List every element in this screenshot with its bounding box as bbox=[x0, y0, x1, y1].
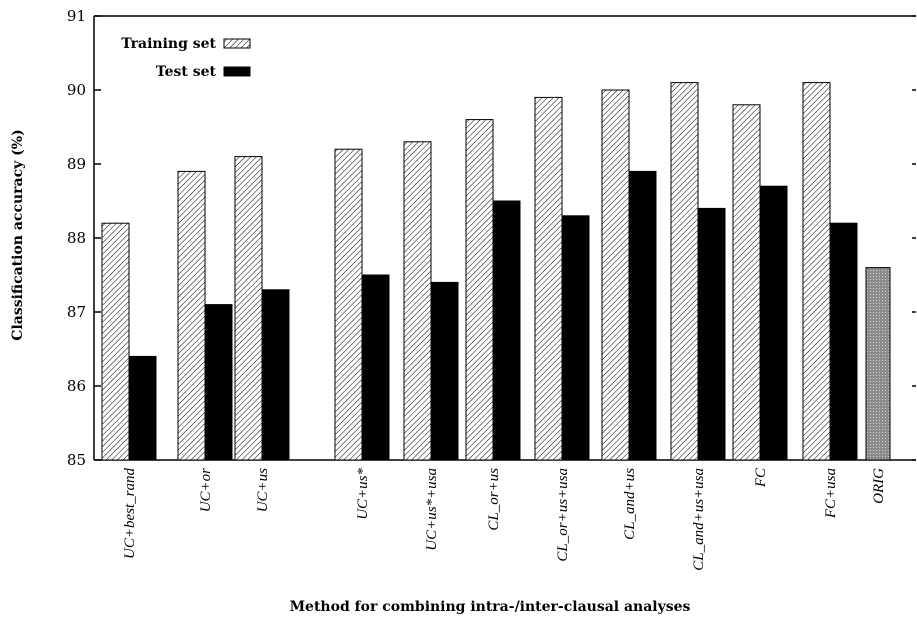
x-tick-label: CL_or+us+usa bbox=[555, 468, 571, 562]
bars bbox=[101, 82, 891, 461]
y-axis: 85 86 87 88 89 90 91 bbox=[67, 7, 916, 469]
x-tick-label: UC+us* bbox=[355, 468, 371, 520]
y-axis-title: Classification accuracy (%) bbox=[10, 129, 26, 340]
bar-training bbox=[670, 82, 699, 461]
bar-orig bbox=[865, 267, 891, 461]
bar-test bbox=[759, 185, 788, 461]
legend: Training set Test set bbox=[121, 36, 251, 80]
legend-swatch-test bbox=[223, 66, 251, 77]
x-tick-label: UC+us*+usa bbox=[424, 468, 440, 551]
x-tick-label: ORIG bbox=[871, 468, 887, 504]
bar-training bbox=[802, 82, 831, 461]
bar-test bbox=[430, 281, 459, 461]
bar-training bbox=[101, 222, 130, 461]
bar-training bbox=[465, 119, 494, 461]
bar-training bbox=[732, 104, 761, 461]
bar-test bbox=[561, 215, 590, 461]
y-tick-label: 91 bbox=[67, 7, 86, 25]
y-tick-label: 86 bbox=[67, 377, 86, 395]
bar-training bbox=[234, 156, 263, 461]
bar-test bbox=[128, 355, 157, 461]
legend-swatch-training bbox=[223, 38, 251, 49]
x-axis-labels: UC+best_rand UC+or UC+us UC+us* UC+us*+usa CL… bbox=[122, 467, 887, 571]
x-tick-label: UC+us bbox=[255, 468, 271, 512]
y-tick-label: 87 bbox=[67, 303, 86, 321]
bar-test bbox=[361, 274, 390, 461]
x-tick-label: CL_and+us+usa bbox=[691, 468, 707, 571]
x-tick-label: FC+usa bbox=[823, 468, 839, 519]
y-tick-label: 85 bbox=[67, 451, 86, 469]
bar-training bbox=[334, 148, 363, 461]
y-tick-label: 90 bbox=[67, 81, 86, 99]
bar-test bbox=[261, 289, 290, 461]
bar-training bbox=[601, 89, 630, 461]
x-tick-label: UC+best_rand bbox=[122, 468, 138, 559]
bar-test bbox=[829, 222, 858, 461]
bar-test bbox=[697, 207, 726, 461]
x-axis-title: Method for combining intra-/inter-clausa… bbox=[290, 599, 691, 615]
bar-training bbox=[177, 170, 206, 461]
x-tick-label: UC+or bbox=[198, 468, 214, 512]
y-tick-label: 89 bbox=[67, 155, 86, 173]
x-tick-label: CL_and+us bbox=[622, 468, 638, 540]
bar-test bbox=[628, 170, 657, 461]
bar-training bbox=[534, 96, 563, 461]
legend-label-training: Training set bbox=[121, 36, 216, 52]
legend-label-test: Test set bbox=[156, 64, 217, 80]
bar-test bbox=[492, 200, 521, 461]
bar-test bbox=[204, 304, 233, 461]
x-tick-label: FC bbox=[753, 467, 769, 488]
x-tick-label: CL_or+us bbox=[486, 468, 502, 531]
y-tick-label: 88 bbox=[67, 229, 86, 247]
bar-training bbox=[403, 141, 432, 461]
